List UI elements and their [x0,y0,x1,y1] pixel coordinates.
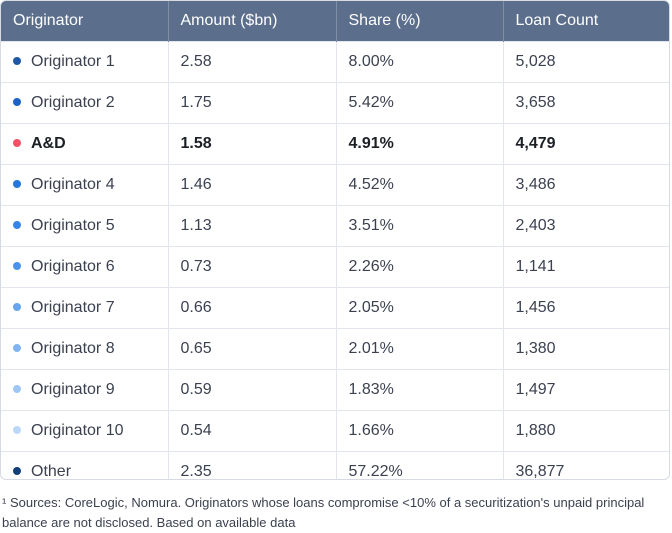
header-originator: Originator [1,1,169,42]
legend-dot-icon [13,261,21,270]
cell-amount: 1.46 [168,164,337,206]
originator-table: Originator Amount ($bn) Share (%) Loan C… [1,1,669,480]
cell-share: 2.26% [336,246,504,288]
cell-share: 1.83% [336,369,504,411]
cell-originator: Originator 1 [1,41,169,83]
cell-loan-count: 1,141 [503,246,669,288]
table-row: Originator 2 1.75 5.42% 3,658 [1,82,669,124]
legend-dot-icon [13,220,21,229]
legend-dot-icon [13,56,21,65]
cell-amount: 0.65 [168,328,337,370]
originator-name: Originator 9 [31,381,115,398]
legend-dot-icon [13,343,21,352]
originator-name: A&D [31,135,66,152]
legend-dot-icon [13,179,21,188]
originator-name: Originator 5 [31,217,115,234]
table-row: Originator 4 1.46 4.52% 3,486 [1,164,669,206]
cell-originator: Originator 4 [1,164,169,206]
table-row: Originator 10 0.54 1.66% 1,880 [1,410,669,452]
cell-share: 3.51% [336,205,504,247]
originator-name: Originator 2 [31,94,115,111]
originator-name: Originator 7 [31,299,115,316]
cell-amount: 2.35 [168,451,337,479]
originator-name: Other [31,463,72,480]
cell-amount: 0.59 [168,369,337,411]
cell-loan-count: 3,658 [503,82,669,124]
cell-amount: 1.75 [168,82,337,124]
table-row: Originator 8 0.65 2.01% 1,380 [1,328,669,370]
cell-amount: 1.13 [168,205,337,247]
cell-amount: 0.54 [168,410,337,452]
cell-loan-count: 5,028 [503,41,669,83]
cell-originator: Originator 7 [1,287,169,329]
cell-originator: A&D [1,123,169,165]
cell-share: 5.42% [336,82,504,124]
cell-loan-count: 4,479 [503,123,669,165]
cell-share: 2.05% [336,287,504,329]
cell-share: 4.91% [336,123,504,165]
cell-share: 8.00% [336,41,504,83]
cell-amount: 2.58 [168,41,337,83]
cell-originator: Originator 9 [1,369,169,411]
table-row: Originator 6 0.73 2.26% 1,141 [1,246,669,288]
cell-loan-count: 2,403 [503,205,669,247]
legend-dot-icon [13,466,21,475]
cell-originator: Originator 2 [1,82,169,124]
cell-originator: Other [1,451,169,480]
legend-dot-icon [13,384,21,393]
cell-originator: Originator 8 [1,328,169,370]
cell-loan-count: 36,877 [503,451,669,479]
cell-amount: 0.66 [168,287,337,329]
header-loan-count: Loan Count [503,1,669,42]
legend-dot-icon [13,97,21,106]
table-row: Originator 1 2.58 8.00% 5,028 [1,41,669,83]
cell-originator: Originator 6 [1,246,169,288]
cell-share: 2.01% [336,328,504,370]
header-share: Share (%) [336,1,504,42]
legend-dot-icon [13,138,21,147]
cell-loan-count: 1,456 [503,287,669,329]
cell-loan-count: 1,380 [503,328,669,370]
cell-loan-count: 1,880 [503,410,669,452]
originator-name: Originator 8 [31,340,115,357]
table-row: Originator 5 1.13 3.51% 2,403 [1,205,669,247]
originator-name: Originator 10 [31,422,124,439]
cell-loan-count: 1,497 [503,369,669,411]
cell-loan-count: 3,486 [503,164,669,206]
legend-dot-icon [13,425,21,434]
table-body: Originator 1 2.58 8.00% 5,028 Originator 2 1.… [1,41,669,480]
cell-share: 1.66% [336,410,504,452]
legend-dot-icon [13,302,21,311]
cell-share: 57.22% [336,451,504,479]
originator-name: Originator 4 [31,176,115,193]
table-row: Originator 9 0.59 1.83% 1,497 [1,369,669,411]
table-header-row: Originator Amount ($bn) Share (%) Loan C… [1,1,669,42]
table-row: Originator 7 0.66 2.05% 1,456 [1,287,669,329]
header-amount: Amount ($bn) [168,1,337,42]
cell-amount: 0.73 [168,246,337,288]
originator-table-container: Originator Amount ($bn) Share (%) Loan C… [0,0,670,480]
cell-amount: 1.58 [168,123,337,165]
cell-originator: Originator 10 [1,410,169,452]
cell-originator: Originator 5 [1,205,169,247]
originator-name: Originator 6 [31,258,115,275]
footnote: ¹ Sources: CoreLogic, Nomura. Originator… [2,495,645,530]
cell-share: 4.52% [336,164,504,206]
table-row: Other 2.35 57.22% 36,877 [1,451,669,480]
table-row: A&D 1.58 4.91% 4,479 [1,123,669,165]
originator-name: Originator 1 [31,53,115,70]
